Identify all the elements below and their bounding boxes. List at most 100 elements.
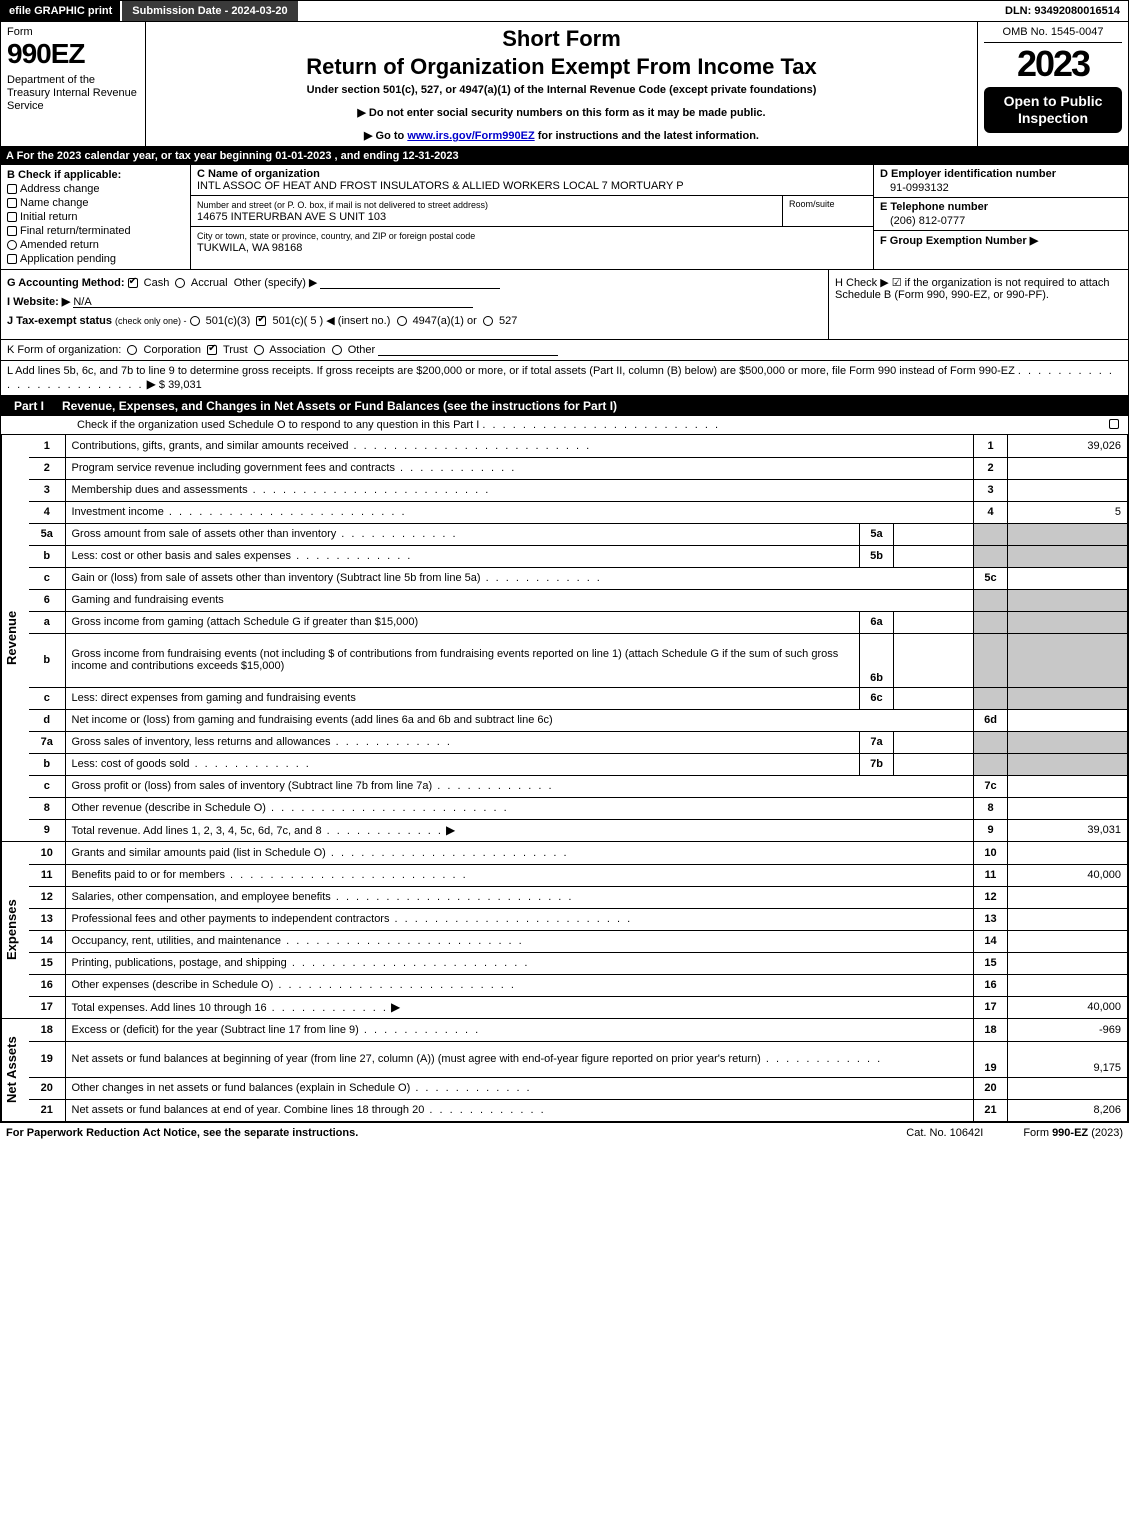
- section-d: D Employer identification number 91-0993…: [874, 165, 1128, 198]
- grey-cell: [974, 545, 1008, 567]
- line-desc: Less: cost of goods sold: [72, 758, 190, 770]
- line-6c: cLess: direct expenses from gaming and f…: [29, 687, 1128, 709]
- form-subtitle: Under section 501(c), 527, or 4947(a)(1)…: [152, 84, 971, 96]
- col-gij: G Accounting Method: Cash Accrual Other …: [1, 270, 828, 339]
- part1-sub: Check if the organization used Schedule …: [0, 416, 1129, 435]
- checkbox-icon[interactable]: [1109, 419, 1119, 429]
- line-rnum: 2: [974, 457, 1008, 479]
- line-num: 12: [29, 886, 65, 908]
- efile-print-button[interactable]: efile GRAPHIC print: [1, 1, 122, 21]
- g-other-input[interactable]: [320, 277, 500, 289]
- grey-cell: [974, 611, 1008, 633]
- line-num: a: [29, 611, 65, 633]
- line-rnum: 18: [974, 1019, 1008, 1041]
- grey-cell: [1008, 589, 1128, 611]
- expenses-table: 10Grants and similar amounts paid (list …: [29, 842, 1128, 1018]
- line-desc: Gaming and fundraising events: [72, 594, 224, 606]
- footer-right: Form 990-EZ (2023): [1023, 1127, 1123, 1139]
- grey-cell: [974, 731, 1008, 753]
- grey-cell: [1008, 523, 1128, 545]
- arrow-icon: ▶: [147, 377, 156, 391]
- website-value: N/A: [73, 296, 91, 308]
- grey-cell: [1008, 687, 1128, 709]
- irs-link[interactable]: www.irs.gov/Form990EZ: [407, 130, 534, 142]
- line-desc: Benefits paid to or for members: [72, 869, 225, 881]
- chk-final-return[interactable]: Final return/terminated: [7, 225, 184, 237]
- checkbox-checked-icon[interactable]: [256, 316, 266, 326]
- row-k: K Form of organization: Corporation Trus…: [0, 340, 1129, 361]
- sub-val: [894, 687, 974, 709]
- chk-application-pending[interactable]: Application pending: [7, 253, 184, 265]
- line-1: 1Contributions, gifts, grants, and simil…: [29, 435, 1128, 457]
- checkbox-checked-icon[interactable]: [128, 278, 138, 288]
- grey-cell: [974, 633, 1008, 687]
- line-2: 2Program service revenue including gover…: [29, 457, 1128, 479]
- line-rval: 39,031: [1008, 819, 1128, 841]
- line-rval: [1008, 886, 1128, 908]
- street-address: 14675 INTERURBAN AVE S UNIT 103: [197, 211, 386, 223]
- dots: [410, 1082, 531, 1094]
- chk-address-change[interactable]: Address change: [7, 183, 184, 195]
- line-desc: Other revenue (describe in Schedule O): [72, 802, 266, 814]
- radio-icon[interactable]: [190, 316, 200, 326]
- section-f: F Group Exemption Number ▶: [874, 231, 1128, 269]
- line-desc: Less: cost or other basis and sales expe…: [72, 550, 292, 562]
- chk-label: Initial return: [20, 211, 77, 223]
- radio-icon[interactable]: [254, 345, 264, 355]
- c-label: C Name of organization: [197, 168, 320, 180]
- row-a-tax-year: A For the 2023 calendar year, or tax yea…: [0, 147, 1129, 165]
- dots: [273, 979, 516, 991]
- room-suite: Room/suite: [783, 196, 873, 226]
- chk-initial-return[interactable]: Initial return: [7, 211, 184, 223]
- website-input[interactable]: N/A: [73, 296, 473, 308]
- line-6d: dNet income or (loss) from gaming and fu…: [29, 709, 1128, 731]
- dln: DLN: 93492080016514: [997, 1, 1128, 21]
- h-text: H Check ▶ ☑ if the organization is not r…: [835, 277, 1110, 301]
- side-label-net-assets: Net Assets: [1, 1019, 29, 1121]
- radio-icon[interactable]: [397, 316, 407, 326]
- checkbox-icon: [7, 226, 17, 236]
- k-other-input[interactable]: [378, 344, 558, 356]
- j-opt-501c: 501(c)( 5 ) ◀ (insert no.): [272, 315, 390, 327]
- l-amount: $ 39,031: [159, 379, 202, 391]
- grey-cell: [974, 523, 1008, 545]
- line-rnum: 17: [974, 996, 1008, 1018]
- line-num: 14: [29, 930, 65, 952]
- addr-label: Number and street (or P. O. box, if mail…: [197, 200, 488, 210]
- radio-icon[interactable]: [127, 345, 137, 355]
- line-rnum: 19: [974, 1041, 1008, 1077]
- arrow-icon: ▶: [446, 823, 455, 837]
- line-7a: 7aGross sales of inventory, less returns…: [29, 731, 1128, 753]
- dots: [190, 758, 311, 770]
- line-rval: [1008, 709, 1128, 731]
- j-opt-501c3: 501(c)(3): [206, 315, 251, 327]
- line-num: 10: [29, 842, 65, 864]
- dots: [348, 440, 591, 452]
- line-rnum: 13: [974, 908, 1008, 930]
- e-label: E Telephone number: [880, 201, 1122, 213]
- line-num: 20: [29, 1077, 65, 1099]
- chk-amended-return[interactable]: Amended return: [7, 239, 184, 251]
- chk-name-change[interactable]: Name change: [7, 197, 184, 209]
- checkbox-checked-icon[interactable]: [207, 345, 217, 355]
- line-rval: [1008, 775, 1128, 797]
- row-l: L Add lines 5b, 6c, and 7b to line 9 to …: [0, 361, 1129, 396]
- line-17: 17Total expenses. Add lines 10 through 1…: [29, 996, 1128, 1018]
- line-rnum: 3: [974, 479, 1008, 501]
- line-5c: cGain or (loss) from sale of assets othe…: [29, 567, 1128, 589]
- line-num: b: [29, 633, 65, 687]
- line-desc: Gross amount from sale of assets other t…: [72, 528, 337, 540]
- radio-icon[interactable]: [483, 316, 493, 326]
- line-rnum: 10: [974, 842, 1008, 864]
- k-label: K Form of organization:: [7, 344, 121, 356]
- radio-icon[interactable]: [332, 345, 342, 355]
- grey-cell: [1008, 611, 1128, 633]
- dots: [482, 419, 720, 431]
- section-b: B Check if applicable: Address change Na…: [1, 165, 191, 269]
- line-6a: aGross income from gaming (attach Schedu…: [29, 611, 1128, 633]
- c-addr-row: Number and street (or P. O. box, if mail…: [191, 196, 873, 227]
- g-label: G Accounting Method:: [7, 277, 125, 289]
- line-num: c: [29, 775, 65, 797]
- grey-cell: [1008, 633, 1128, 687]
- radio-icon[interactable]: [175, 278, 185, 288]
